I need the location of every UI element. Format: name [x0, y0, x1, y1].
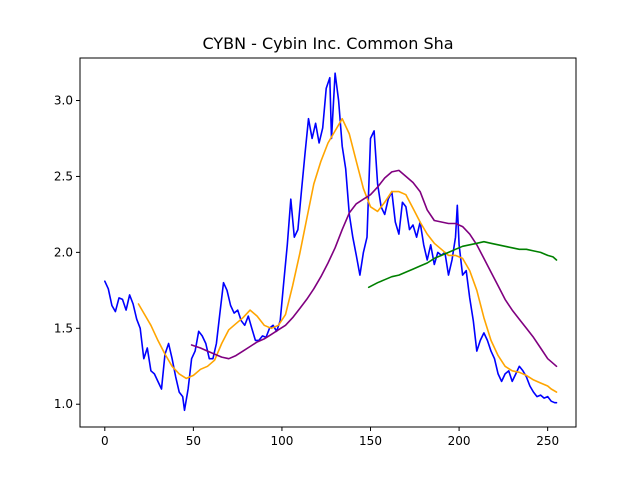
- series-line-3: [190, 169, 558, 368]
- x-tick-label: 150: [359, 434, 382, 448]
- x-axis: 0 50 100 150 200 250: [101, 427, 559, 448]
- x-tick-label: 100: [270, 434, 293, 448]
- x-tick-label: 200: [448, 434, 471, 448]
- y-tick-label: 1.5: [54, 321, 73, 335]
- chart-title: CYBN - Cybin Inc. Common Sha: [202, 34, 453, 53]
- y-tick-label: 3.0: [54, 94, 73, 108]
- y-tick-label: 2.0: [54, 245, 73, 259]
- series-layer: [104, 72, 558, 412]
- y-tick-label: 1.0: [54, 397, 73, 411]
- x-tick-label: 50: [186, 434, 201, 448]
- series-line-2: [137, 117, 558, 393]
- x-tick-label: 0: [101, 434, 109, 448]
- x-tick-label: 250: [536, 434, 559, 448]
- series-line-4: [367, 240, 558, 289]
- y-tick-label: 2.5: [54, 169, 73, 183]
- y-axis: 1.0 1.5 2.0 2.5 3.0: [54, 94, 80, 411]
- series-line-1: [104, 72, 558, 412]
- plot-frame: [79, 57, 577, 428]
